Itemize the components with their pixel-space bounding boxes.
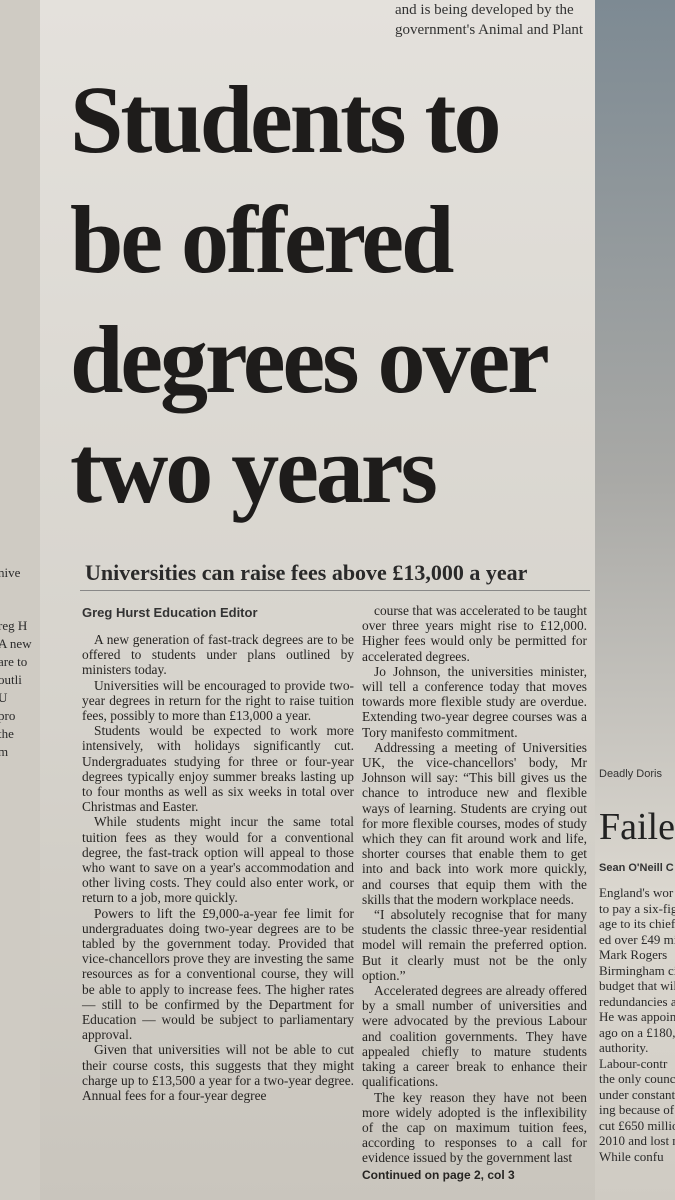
left-text-fragment: pro [0,708,16,723]
side-text-line: Birmingham cit [599,962,675,978]
byline: Greg Hurst Education Editor [82,605,258,620]
side-text-line: the only counc [599,1071,675,1086]
paragraph: “I absolutely recognise that for many st… [362,907,587,983]
continued-note: Continued on page 2, col 3 [362,1167,515,1182]
side-text-line: He was appoint [599,1009,675,1024]
left-text-fragment: nive [0,565,21,580]
right-page-fragment: Deadly Doris Faile Sean O'Neill C England's… [595,0,675,1200]
paragraph: Accelerated degrees are already offered … [362,983,587,1090]
paragraph: Universities will be encouraged to provi… [82,677,354,724]
headline-line: be offered [70,186,454,293]
side-text-line: Mark Rogers [599,947,668,962]
side-headline: Faile [599,806,675,848]
headline-line: degrees over [70,306,550,413]
paragraph: The key reason they have not been more w… [362,1089,587,1166]
side-text-line: to pay a six-fig [599,900,675,916]
newspaper-page: and is being developed by the government… [40,0,595,1200]
paragraph: A new generation of fast-track degrees a… [82,632,354,678]
paragraph: While students might incur the same tota… [82,814,354,906]
side-text-line: ago on a £180,0 [599,1024,675,1040]
paragraph: Addressing a meeting of Universities UK,… [362,739,587,907]
side-text-line: age to its chief e [599,916,675,931]
left-text-fragment: are to [0,654,28,669]
subheadline: Universities can raise fees above £13,00… [85,560,528,585]
side-text-line: ed over £49 mil [599,931,675,947]
paragraph: Powers to lift the £9,000-a-year fee lim… [82,905,354,1043]
left-text-fragment: A new [0,636,32,651]
column: A new generation of fast-track degrees a… [82,632,354,1103]
side-text-line: Labour-contr [599,1055,668,1071]
paragraph: Jo Johnson, the universities minister, w… [362,663,587,740]
side-text-line: ing because of p [599,1102,675,1117]
headline-line: two years [70,416,438,523]
headline-line: Students to [70,66,501,173]
side-text-line: redundancies a [599,993,675,1009]
left-text-fragment: U [0,690,8,705]
top-fragment: and is being developed by the government… [395,2,584,38]
side-byline: Sean O'Neill C [599,862,674,874]
left-text-fragment: m [0,744,9,759]
rule [80,590,590,591]
side-text-line: authority. [599,1040,649,1055]
side-text-line: 2010 and lost r [599,1133,675,1148]
side-text-line: under constant [599,1086,675,1102]
side-text-line: While confu [599,1148,664,1164]
paragraph: Given that universities will not be able… [82,1042,354,1104]
column: course that was accelerated to be taught… [362,603,587,1183]
left-text-fragment: the [0,726,14,741]
side-text-line: cut £650 millio [599,1117,675,1133]
left-text-fragment: outli [0,672,22,687]
side-text-line: England's wor [599,885,674,900]
side-text-line: budget that wil [599,978,675,993]
paragraph: Students would be expected to work more … [82,723,354,815]
paragraph: course that was accelerated to be taught… [362,603,587,664]
left-text-fragment: reg H [0,618,28,633]
photo-caption: Deadly Doris [599,768,662,780]
